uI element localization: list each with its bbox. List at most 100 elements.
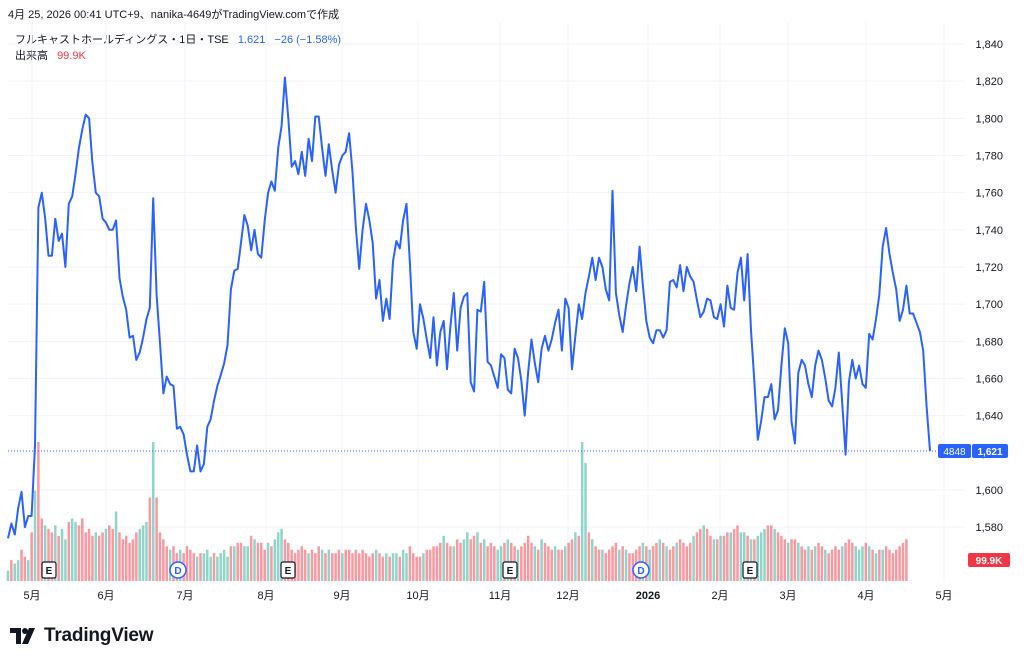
volume-bar (466, 532, 469, 581)
volume-bar (405, 553, 408, 581)
tradingview-logo[interactable]: TradingView (10, 625, 154, 647)
volume-bar (334, 553, 337, 581)
volume-bar (469, 539, 472, 581)
volume-bar (121, 539, 125, 581)
earnings-marker (502, 561, 518, 579)
time-axis: 5月 6月 7月 8月 9月 10月 11月 12月 2026 2月 3月 4月 5月 (23, 590, 952, 602)
volume-bar (462, 539, 466, 581)
volume-bar (74, 521, 77, 581)
volume-bar (249, 535, 253, 581)
volume-bar (628, 553, 631, 581)
volume-bar (557, 549, 560, 581)
y-tick-label: 1,740 (975, 225, 1003, 237)
volume-bar (455, 539, 459, 581)
volume-bar (212, 553, 216, 581)
volume-bar (408, 546, 412, 581)
volume-bar (793, 539, 797, 581)
volume-bar (533, 546, 537, 581)
volume-bar (759, 532, 763, 581)
volume-bar (553, 546, 557, 581)
volume-bar (425, 549, 429, 581)
volume-bar (368, 556, 371, 581)
volume-bar (614, 542, 618, 581)
volume-bar (398, 556, 402, 581)
volume-bar (901, 542, 905, 581)
volume-bar (797, 542, 800, 581)
volume-bar (16, 560, 20, 581)
volume-bar (327, 549, 331, 581)
volume-bar (10, 560, 13, 581)
volume-bar (391, 553, 395, 581)
volume-bar (678, 539, 682, 581)
volume-bar (482, 539, 486, 581)
volume-bar (786, 542, 790, 581)
volume-bar (803, 549, 807, 581)
volume-bar (820, 546, 824, 581)
volume-bar (128, 542, 131, 581)
volume-bar (699, 528, 702, 581)
x-tick-label: 7月 (176, 590, 193, 602)
volume-bar (790, 539, 793, 581)
volume-bar (540, 539, 543, 581)
volume-bar (33, 490, 37, 581)
volume-bar (354, 549, 358, 581)
volume-bar (878, 549, 881, 581)
volume-bar (763, 528, 766, 581)
volume-bar (341, 553, 344, 581)
volume-bar (330, 553, 334, 581)
volume-bar (550, 549, 554, 581)
volume-bar (837, 549, 841, 581)
volume-bar (317, 546, 320, 581)
volume-bar (205, 549, 209, 581)
y-tick-label: 1,820 (975, 76, 1003, 88)
volume-bar (516, 549, 520, 581)
last-price: 1,621 (237, 34, 266, 46)
volume-bar (729, 532, 733, 581)
volume-bar (60, 528, 64, 581)
x-tick-label: 5月 (935, 590, 952, 602)
volume-bar (780, 535, 783, 581)
volume-bar (256, 542, 260, 581)
volume-bar (624, 549, 628, 581)
volume-bar (276, 532, 280, 581)
volume-bar (888, 549, 891, 581)
volume-bar (604, 553, 608, 581)
volume-bar (222, 549, 226, 581)
volume-bar (439, 542, 442, 581)
volume-bar (506, 539, 510, 581)
volume-bar (246, 546, 250, 581)
x-tick-label: 5月 (23, 590, 40, 602)
volume-bar (226, 556, 229, 581)
volume-bar (773, 528, 776, 581)
volume-bar (560, 549, 564, 581)
volume-bar (30, 532, 33, 581)
volume-bar (594, 546, 597, 581)
volume-bar (351, 553, 354, 581)
volume-bar (520, 546, 523, 581)
volume-bar (401, 549, 405, 581)
earnings-marker (280, 561, 296, 579)
volume-bar (418, 556, 422, 581)
x-tick-label: 2026 (636, 590, 660, 602)
volume-bar (452, 546, 456, 581)
volume-bar (894, 549, 898, 581)
volume-bar (810, 549, 814, 581)
volume-bar (260, 542, 263, 581)
volume-bar (665, 546, 668, 581)
volume-bar (310, 549, 314, 581)
volume-bar (840, 546, 844, 581)
volume-bar (783, 539, 787, 581)
volume-bar (168, 549, 172, 581)
volume-bar (770, 525, 773, 581)
snapshot-info: 4月 25, 2026 00:41 UTC+9、nanika-4649がTrad… (8, 9, 340, 21)
volume-bar (13, 563, 17, 581)
volume-bar (84, 532, 87, 581)
y-tick-label: 1,780 (975, 151, 1003, 163)
volume-bar (712, 539, 716, 581)
volume-bar (489, 542, 493, 581)
volume-bar (320, 549, 324, 581)
volume-bar (834, 546, 837, 581)
event-label: D (637, 566, 644, 577)
event-label: E (507, 566, 514, 577)
